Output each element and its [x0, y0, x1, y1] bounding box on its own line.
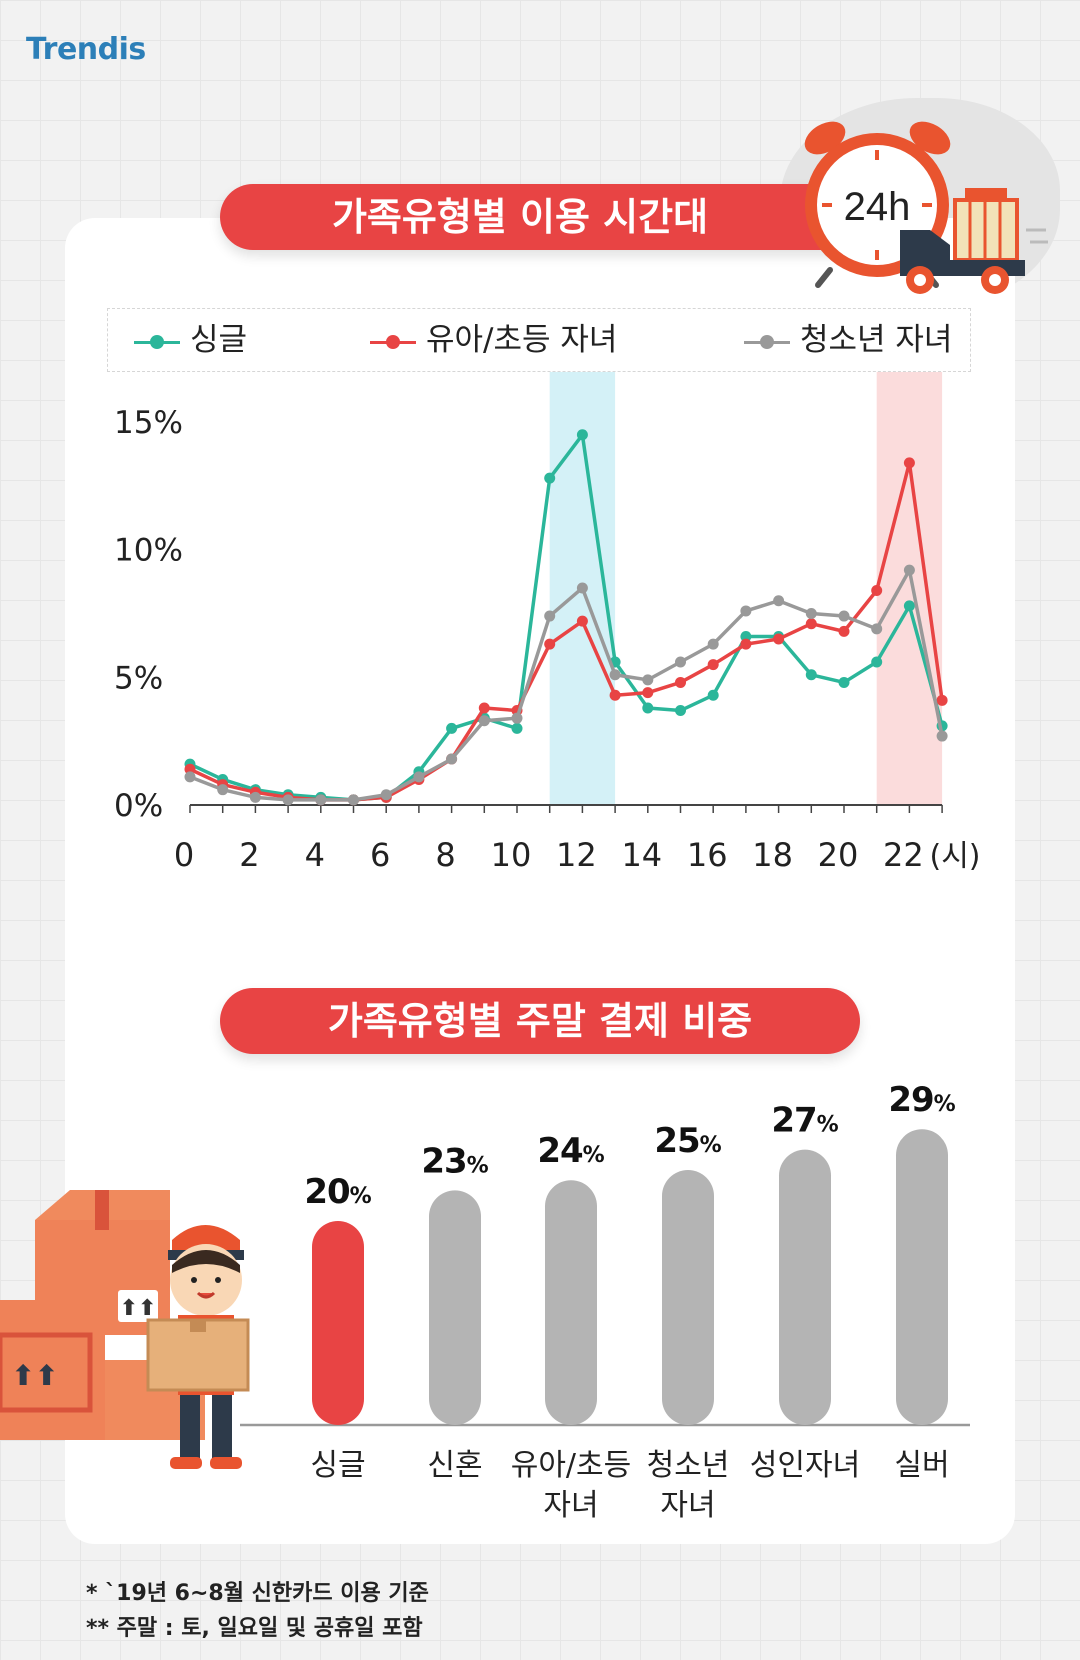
highlight-band-1: [876, 372, 943, 805]
series-0-point: [805, 669, 817, 681]
series-2-point: [348, 794, 359, 806]
series-2-point: [576, 582, 588, 594]
series-2-point: [740, 605, 752, 617]
series-1-point: [544, 638, 556, 650]
delivery-truck-icon: [900, 188, 1048, 294]
series-2-point: [903, 564, 915, 576]
legend-item-infant: 유아/초등 자녀: [370, 309, 617, 371]
bar-chart-title: 가족유형별 주말 결제 비중: [220, 988, 860, 1054]
x-tick-label: 12: [556, 836, 597, 874]
series-2-point: [217, 784, 229, 796]
series-0-point: [675, 705, 686, 717]
series-0-point: [838, 676, 850, 688]
series-2-point: [707, 638, 719, 650]
legend-label-infant: 유아/초등 자녀: [426, 322, 618, 358]
legend-swatch-teen: [744, 332, 790, 352]
series-2-point: [282, 794, 294, 806]
series-2-point: [675, 656, 686, 668]
svg-text:⬆⬆: ⬆⬆: [120, 1296, 157, 1321]
series-0-point: [544, 472, 556, 484]
x-tick-label: 2: [239, 836, 259, 874]
series-1-point: [642, 687, 654, 699]
series-1-point: [805, 618, 817, 630]
legend-swatch-single: [134, 332, 180, 352]
y-tick-label: 10%: [114, 533, 183, 569]
series-2-point: [511, 712, 523, 724]
series-2-point: [249, 791, 261, 803]
y-tick-label: 15%: [114, 405, 183, 441]
series-1-point: [903, 457, 915, 469]
legend-item-single: 싱글: [134, 309, 247, 371]
series-0-point: [903, 600, 915, 612]
series-2-point: [315, 794, 327, 806]
x-axis-unit: (시): [929, 839, 980, 874]
series-0-point: [740, 630, 752, 642]
series-2-point: [805, 608, 817, 619]
clock-truck-illustration: 24h: [804, 121, 1048, 294]
series-1-point: [936, 694, 948, 706]
x-tick-label: 20: [818, 836, 859, 874]
series-2-point: [446, 753, 458, 765]
series-0-point: [871, 656, 883, 668]
x-tick-label: 14: [621, 836, 662, 874]
series-2-point: [642, 674, 654, 686]
series-1-point: [576, 615, 588, 627]
series-1-point: [871, 585, 883, 597]
line-chart: 0 2 4 6 8 10 12 14 16 18 20 22 (시) 0% 5% 10% 15%: [114, 372, 981, 874]
boxes-icon: ⬆⬆ ⬆⬆: [0, 1190, 205, 1440]
x-tick-label: 8: [435, 836, 455, 874]
legend-swatch-infant: [370, 332, 416, 352]
series-2-point: [478, 715, 490, 727]
delivery-person-icon: [146, 1225, 250, 1469]
series-0-point: [576, 429, 588, 441]
series-1-point: [675, 676, 686, 688]
series-2-point: [184, 771, 196, 783]
logo: Trendis: [26, 32, 146, 67]
legend-item-teen: 청소년 자녀: [744, 309, 952, 371]
legend-label-teen: 청소년 자녀: [800, 322, 953, 358]
x-tick-label: 22: [883, 836, 924, 874]
series-1-point: [707, 659, 719, 671]
series-1-point: [478, 702, 490, 714]
series-0-point: [446, 722, 458, 734]
series-0-point: [511, 722, 523, 734]
x-tick-label: 18: [752, 836, 793, 874]
line-chart-title: 가족유형별 이용 시간대: [220, 184, 880, 250]
x-tick-label: 6: [370, 836, 390, 874]
series-0-point: [642, 702, 654, 714]
series-2-point: [773, 595, 785, 607]
y-tick-label: 5%: [114, 660, 163, 696]
series-1-point: [740, 638, 752, 650]
clock-label: 24h: [844, 185, 911, 229]
series-2-point: [544, 610, 556, 622]
x-tick-label: 10: [491, 836, 532, 874]
series-2-point: [380, 789, 392, 801]
y-tick-label: 0%: [114, 788, 163, 824]
series-2-point: [838, 610, 850, 622]
x-tick-label: 16: [687, 836, 728, 874]
series-1-point: [773, 633, 785, 645]
series-1-point: [609, 689, 621, 701]
footnote-2: ** 주말 : 토, 일요일 및 공휴일 포함: [86, 1616, 423, 1641]
x-tick-label: 4: [305, 836, 325, 874]
delivery-person-illustration: ⬆⬆ ⬆⬆: [0, 1190, 250, 1469]
series-2-point: [609, 669, 621, 681]
series-2-point: [413, 771, 425, 783]
series-2-point: [936, 730, 948, 742]
chart-legend: 싱글 유아/초등 자녀 청소년 자녀: [107, 308, 971, 372]
svg-text:⬆⬆: ⬆⬆: [12, 1359, 59, 1392]
series-1-point: [184, 763, 196, 775]
series-0-point: [707, 689, 719, 701]
x-tick-label: 0: [174, 836, 194, 874]
series-2-point: [871, 623, 883, 635]
footnote-1: * `19년 6~8월 신한카드 이용 기준: [86, 1581, 429, 1606]
legend-label-single: 싱글: [190, 322, 248, 358]
series-1-point: [838, 625, 850, 637]
